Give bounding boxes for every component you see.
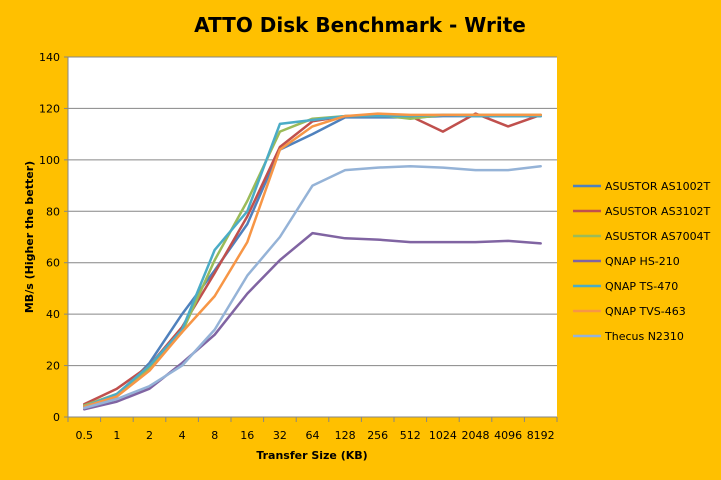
plot-area: [68, 57, 557, 417]
x-tick-label: 512: [400, 429, 421, 442]
legend-label: QNAP TS-470: [605, 280, 678, 293]
legend-label: QNAP TVS-463: [605, 305, 686, 318]
x-tick-label: 1024: [429, 429, 457, 442]
y-axis-ticks: 0 20 40 60 80 100 120 140: [39, 51, 68, 424]
y-tick-label: 40: [46, 308, 60, 321]
x-axis-label: Transfer Size (KB): [256, 449, 367, 462]
y-tick-label: 100: [39, 154, 60, 167]
x-tick-label: 128: [335, 429, 356, 442]
x-tick-label: 2048: [462, 429, 490, 442]
legend-label: ASUSTOR AS7004T: [605, 230, 711, 243]
x-tick-label: 32: [273, 429, 287, 442]
series-line-5: [83, 112, 542, 408]
x-tick-label: 4: [179, 429, 186, 442]
y-tick-label: 80: [46, 205, 60, 218]
x-tick-label: 8: [211, 429, 218, 442]
x-tick-label: 16: [240, 429, 254, 442]
x-tick-label: 8192: [527, 429, 555, 442]
chart-title: ATTO Disk Benchmark - Write: [194, 13, 526, 37]
y-tick-label: 120: [39, 102, 60, 115]
legend-label: ASUSTOR AS1002T: [605, 180, 711, 193]
x-tick-label: 0.5: [76, 429, 94, 442]
x-tick-label: 256: [367, 429, 388, 442]
legend: ASUSTOR AS1002T ASUSTOR AS3102T ASUSTOR AS…: [573, 180, 711, 343]
legend-label: QNAP HS-210: [605, 255, 680, 268]
x-tick-label: 2: [146, 429, 153, 442]
y-tick-label: 20: [46, 360, 60, 373]
series-lines: [83, 112, 542, 411]
legend-label: Thecus N2310: [604, 330, 684, 343]
y-axis-label: MB/s (Higher the better): [23, 161, 36, 313]
y-tick-label: 0: [53, 411, 60, 424]
y-tick-label: 140: [39, 51, 60, 64]
x-axis-ticks: 0.5 1 2 4 8 16 32 64 128 256 512 1024 2048 4096 8192: [67, 417, 558, 442]
legend-label: ASUSTOR AS3102T: [605, 205, 711, 218]
x-tick-label: 64: [306, 429, 320, 442]
x-tick-label: 1: [113, 429, 120, 442]
series-line-6: [83, 165, 542, 410]
y-tick-label: 60: [46, 257, 60, 270]
x-tick-label: 4096: [494, 429, 522, 442]
